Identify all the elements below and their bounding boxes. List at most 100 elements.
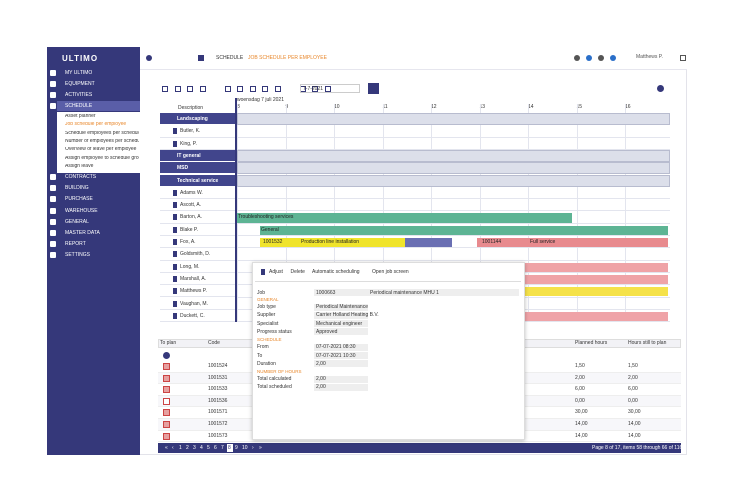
filter-info-icon[interactable] [163, 352, 170, 359]
toolbar-icon[interactable] [199, 86, 206, 92]
popup-action[interactable]: Delete [290, 269, 305, 275]
toolbar-icon[interactable] [324, 86, 331, 92]
toolbar-icon[interactable] [249, 86, 256, 92]
toolbar-icon[interactable] [187, 86, 193, 92]
pager-page[interactable]: 8 [228, 445, 231, 451]
bar-label[interactable]: Full service [530, 239, 556, 245]
submenu-item[interactable]: Job schedule per employee [65, 122, 127, 128]
group-label[interactable]: IT general [177, 152, 201, 159]
bar-label[interactable]: 1001144 [482, 239, 502, 245]
header-icon[interactable] [574, 55, 580, 61]
bar-label[interactable]: 1001532 [263, 239, 283, 245]
bar-label[interactable]: Production line installation [301, 239, 360, 245]
submenu-item[interactable]: Overview of leave per employee [65, 147, 137, 153]
menu-item[interactable]: GENERAL [65, 218, 89, 225]
bar[interactable] [520, 287, 668, 297]
pager-page[interactable]: 3 [193, 445, 196, 451]
pager-page[interactable]: 10 [242, 445, 248, 451]
employee-label[interactable]: Blake P. [180, 226, 198, 233]
toolbar-icon[interactable] [312, 86, 318, 92]
bar[interactable] [477, 238, 668, 248]
user-name[interactable]: Matthews P. [636, 54, 663, 60]
col-planned[interactable]: Planned hours [575, 340, 608, 346]
submenu-item[interactable]: Assign employee to schedule group [65, 155, 139, 161]
col-code[interactable]: Code [208, 340, 220, 346]
employee-label[interactable]: King, P. [180, 140, 197, 147]
menu-item[interactable]: MASTER DATA [65, 230, 100, 236]
bar[interactable] [237, 213, 572, 223]
row-icon[interactable] [163, 432, 170, 440]
toolbar-icon[interactable] [274, 86, 281, 92]
pager-page[interactable]: 6 [214, 445, 217, 451]
col-to-plan[interactable]: To plan [160, 340, 177, 346]
menu-item[interactable]: ACTIVITIES [65, 92, 93, 98]
menu-item[interactable]: WAREHOUSE [65, 207, 98, 214]
employee-label[interactable]: Barton, A. [180, 214, 202, 221]
employee-label[interactable]: Fox, A. [180, 239, 196, 245]
submenu-item[interactable]: Assign leave [65, 163, 94, 169]
popup-action[interactable]: Open job screen [372, 269, 409, 275]
submenu-item[interactable]: Schedule employees per schedule g [65, 130, 139, 136]
popup-action[interactable]: Automatic scheduling [312, 269, 360, 275]
row-icon[interactable] [163, 409, 170, 417]
calendar-button[interactable] [368, 83, 379, 94]
group-label[interactable]: Technical service [177, 177, 219, 184]
breadcrumb-current[interactable]: JOB SCHEDULE PER EMPLOYEE [248, 55, 327, 61]
submenu-item[interactable]: Number of employees per schedule [65, 138, 139, 144]
menu-item[interactable]: SCHEDULE [65, 103, 93, 109]
employee-label[interactable]: Matthews P. [180, 288, 207, 295]
employee-label[interactable]: Marshall, A. [180, 275, 207, 282]
pager-nav[interactable]: › [252, 445, 254, 451]
menu-item[interactable]: EQUIPMENT [65, 81, 95, 87]
toolbar-icon[interactable] [174, 86, 181, 92]
menu-item[interactable]: PURCHASE [65, 196, 93, 203]
row-icon[interactable] [163, 421, 170, 428]
pager-nav[interactable]: « [165, 445, 168, 451]
back-icon[interactable] [146, 55, 152, 61]
menu-item[interactable]: SETTINGS [65, 252, 91, 259]
bar[interactable] [260, 225, 668, 235]
header-icon[interactable] [610, 55, 616, 61]
toolbar-icon[interactable] [262, 86, 268, 92]
menu-item[interactable]: CONTRACTS [65, 174, 97, 180]
row-icon[interactable] [163, 386, 170, 394]
pager-page[interactable]: 4 [200, 445, 203, 451]
employee-label[interactable]: Long, M. [180, 263, 200, 270]
popup-action[interactable]: Adjust [269, 269, 283, 275]
employee-label[interactable]: Butler, K. [180, 128, 201, 135]
pager-page[interactable]: 1 [179, 445, 182, 451]
menu-item[interactable]: BUILDING [65, 185, 89, 192]
bar[interactable] [260, 238, 405, 248]
employee-label[interactable]: Vaughan, M. [180, 300, 208, 307]
toolbar-icon[interactable] [224, 86, 231, 92]
pager-page[interactable]: 5 [207, 445, 210, 451]
col-remaining[interactable]: Hours still to plan [628, 340, 667, 346]
menu-item[interactable]: MY ULTIMO [65, 70, 93, 76]
employee-label[interactable]: Goldsmith, D. [180, 251, 211, 258]
bar[interactable] [428, 262, 668, 272]
bar[interactable] [405, 238, 452, 248]
row-icon[interactable] [163, 363, 170, 370]
header-icon[interactable] [586, 55, 592, 61]
pager-page[interactable]: 9 [235, 445, 238, 451]
group-label[interactable]: MSD [177, 165, 189, 172]
pager-nav[interactable]: ‹ [172, 445, 174, 451]
row-icon[interactable] [163, 397, 170, 405]
toolbar-icon[interactable] [237, 86, 243, 92]
info-icon[interactable] [657, 85, 664, 92]
breadcrumb[interactable]: SCHEDULE [216, 55, 244, 61]
bar[interactable] [520, 311, 668, 322]
pager-page[interactable]: 7 [221, 445, 224, 451]
menu-item[interactable]: REPORT [65, 241, 86, 248]
pager-page[interactable]: 2 [186, 445, 189, 451]
bar-label[interactable]: General [261, 226, 279, 233]
home-icon[interactable] [198, 55, 204, 61]
submenu-item[interactable]: Asset planner [65, 114, 96, 119]
header-icon[interactable] [598, 55, 604, 61]
logout-icon[interactable] [680, 55, 686, 61]
bar[interactable] [520, 274, 668, 285]
pager-nav[interactable]: » [259, 445, 262, 451]
date-input[interactable]: 7-7-2021 [300, 84, 360, 93]
group-label[interactable]: Landscaping [177, 116, 208, 122]
toolbar-icon[interactable] [162, 86, 168, 92]
